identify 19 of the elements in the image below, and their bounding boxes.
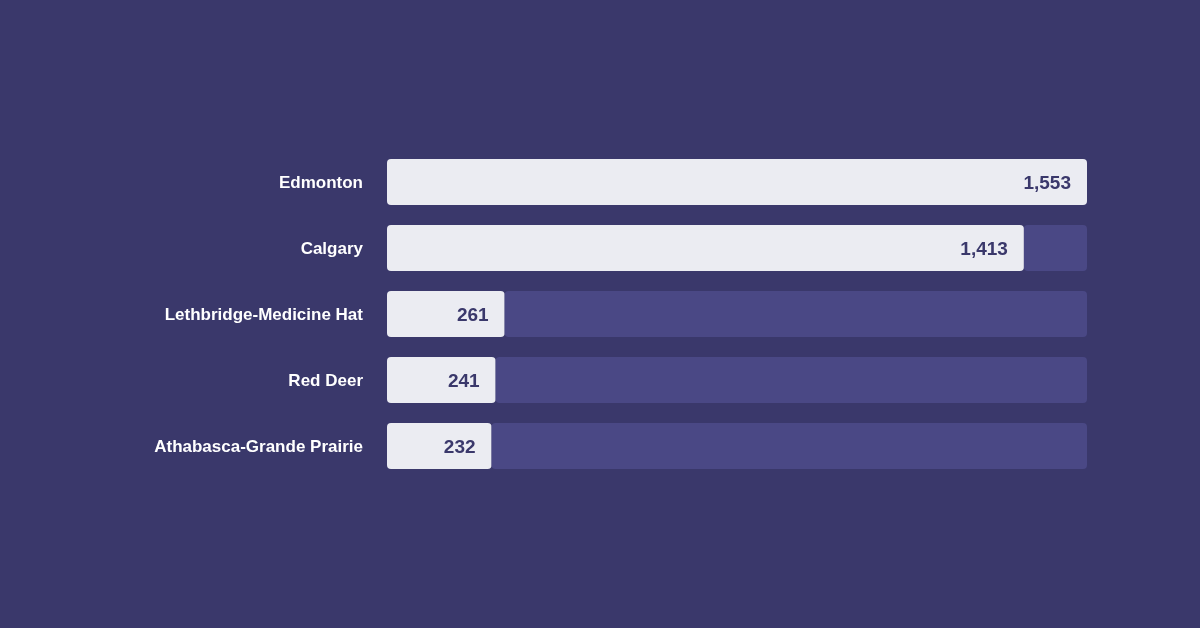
bar: [387, 225, 1024, 271]
bar: [1023, 225, 1087, 271]
y-tick-label: Edmonton: [278, 173, 363, 193]
data-label: 241: [447, 369, 481, 391]
y-tick-label: Red Deer: [288, 371, 364, 391]
y-tick-label: Athabasca-Grande Prairie: [154, 437, 363, 457]
bar: [491, 423, 1087, 469]
bar: [495, 357, 1087, 403]
bar: [504, 291, 1087, 337]
y-tick-label: Calgary: [300, 239, 364, 259]
bar: [387, 159, 1087, 205]
bar: [387, 423, 492, 469]
y-tick-label: Lethbridge-Medicine Hat: [164, 305, 364, 325]
data-label: 261: [456, 303, 490, 325]
bar: [387, 291, 505, 337]
bar: [387, 357, 496, 403]
data-label: 232: [443, 435, 476, 457]
data-label: 1,413: [960, 237, 1008, 259]
data-label: 1,553: [1023, 171, 1071, 193]
